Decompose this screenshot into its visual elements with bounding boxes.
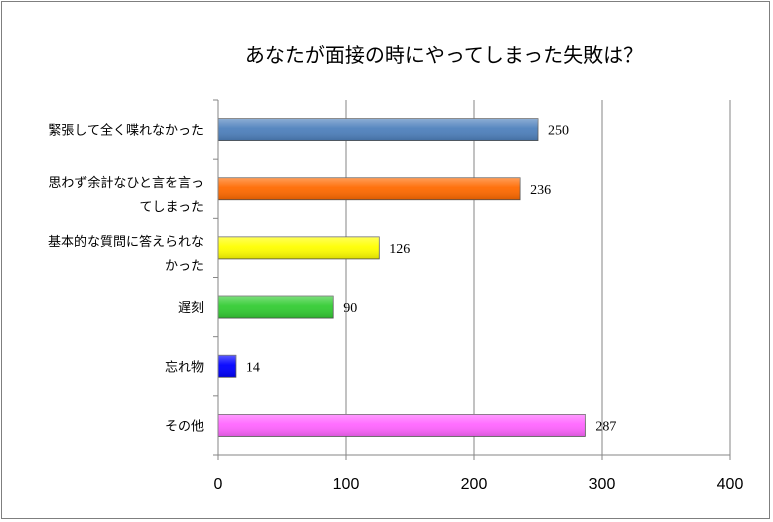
data-label: 14	[246, 360, 260, 375]
x-tick-label: 300	[589, 476, 616, 493]
data-label: 250	[548, 124, 569, 139]
category-label: 思わず余計なひと言を言っ	[48, 175, 204, 191]
category-label: てしまった	[140, 200, 204, 215]
category-label: かった	[165, 259, 204, 274]
bar-highlight	[218, 177, 521, 200]
category-label: その他	[165, 419, 204, 434]
bar-highlight	[218, 118, 538, 141]
category-label: 忘れ物	[165, 360, 204, 375]
category-label: 基本的な質問に答えられな	[48, 234, 204, 250]
category-label: 遅刻	[178, 301, 204, 316]
bars: 250 236 126 90 14 287	[217, 118, 616, 437]
chart-title: あなたが面接の時にやってしまった失敗は？	[245, 43, 643, 67]
x-tick-label: 200	[461, 476, 488, 493]
gridlines	[345, 100, 731, 455]
data-label: 236	[530, 183, 551, 198]
bar-highlight	[218, 414, 586, 437]
bar-highlight	[218, 236, 380, 259]
x-tick-label: 0	[214, 476, 223, 493]
bar-highlight	[218, 296, 334, 319]
data-label: 90	[343, 301, 357, 316]
data-label: 287	[595, 419, 616, 434]
data-label: 126	[389, 242, 410, 257]
bar-highlight	[218, 355, 236, 378]
x-tick-label: 100	[333, 476, 360, 493]
axis: 0 100 200 300 400 緊張して全く喋れなかった思わず余計なひと言を言ってしま…	[48, 99, 744, 493]
category-label: 緊張して全く喋れなかった	[48, 123, 204, 139]
x-tick-label: 400	[717, 476, 744, 493]
